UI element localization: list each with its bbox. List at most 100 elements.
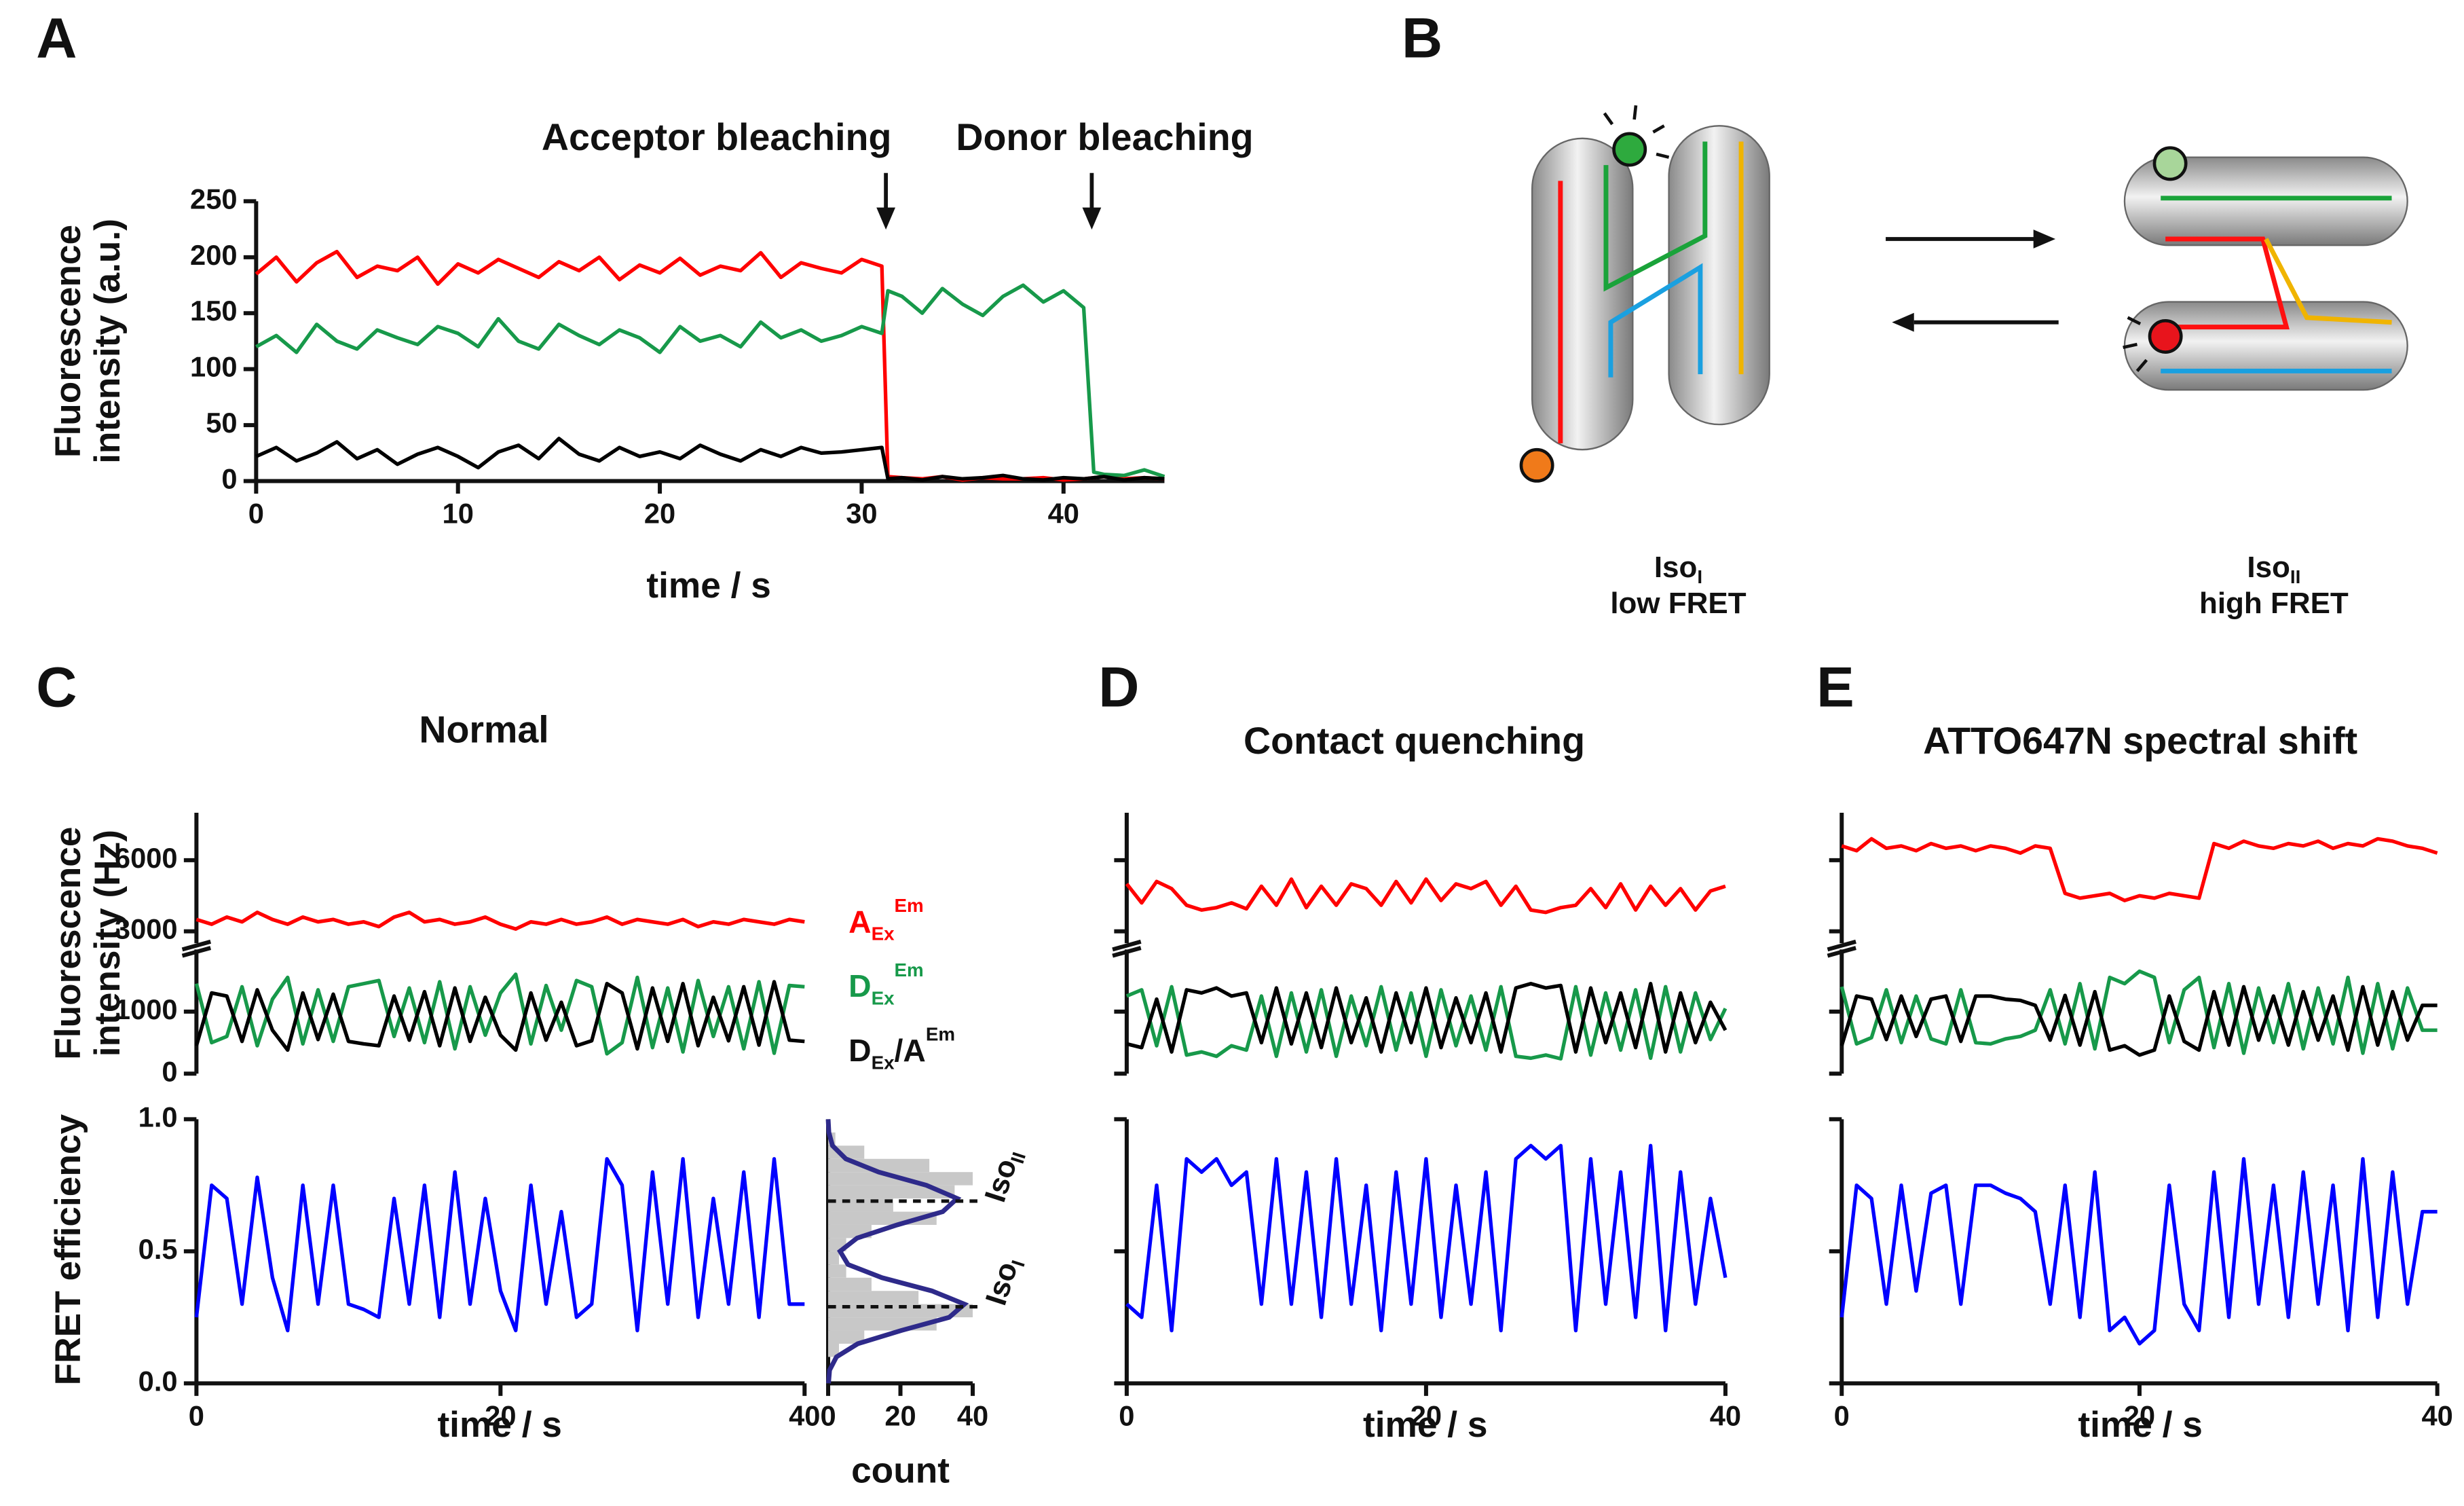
state-label: IsoI [1654,551,1702,588]
dye [2152,146,2188,181]
trace [1840,985,2438,1057]
helix [1531,137,1634,451]
x-tick-label: 0 [820,1399,836,1431]
panel-label: E [1816,656,1854,719]
chart: 3000 6000 Normal [115,709,805,958]
y-tick-label: 6000 [115,842,178,874]
trace [255,249,1165,482]
legend-sup: Em [895,959,924,980]
y-tick-label: 50 [206,407,237,439]
annotation-arrow-head [1082,207,1102,230]
x-axis-label: time / s [646,566,770,606]
chart: 0 20 40 time / s [1114,1117,1741,1445]
histogram-bar [828,1330,865,1344]
chart-title: ATTO647N spectral shift [1923,720,2357,762]
helix [1668,125,1770,426]
x-tick-label: 30 [846,497,877,529]
legend-sub: Ex [872,988,895,1009]
y-tick-label: 100 [190,351,238,383]
trace [1840,1157,2438,1346]
x-axis-label: time / s [2078,1405,2202,1445]
dye-rays [2123,316,2148,372]
x-tick-label: 0 [189,1399,204,1431]
legend-sup: Em [895,895,924,916]
y-axis-label: Fluorescence [48,827,88,1060]
chart: Contact quenching [1112,720,1726,958]
histogram-bar [828,1251,840,1265]
chart-title: Normal [419,709,548,751]
chart [1829,949,2438,1076]
legend-sub: Ex [872,1052,895,1073]
strand [2264,238,2392,325]
trace [1841,837,2438,902]
y-tick-label: 0 [162,1055,177,1087]
annotation: Acceptor bleaching [542,116,891,158]
x-tick-label: 20 [884,1399,916,1431]
state-sub: II [2290,566,2300,587]
y-tick-label: 250 [190,183,238,215]
trace [1125,985,1728,1061]
legend-label: D [848,1033,871,1068]
trace [194,972,805,1056]
annotation-arrow-head [876,207,895,230]
x-tick-label: 20 [644,497,675,529]
strand [1608,263,1703,378]
x-tick-label: 40 [1048,497,1079,529]
histogram-bar [828,1291,919,1304]
dye [1519,447,1554,483]
y-tick-label: 0.5 [138,1233,178,1265]
x-tick-label: 20 [1411,1399,1442,1431]
panel-label: C [36,656,77,719]
y-tick-label: 1.0 [138,1101,178,1133]
legend-entry: DExEm [848,959,924,1009]
x-tick-label: 40 [789,1399,820,1431]
histogram-bar [828,1343,840,1357]
x-tick-label: 40 [2421,1399,2452,1431]
axis-break [181,939,212,952]
trace [1125,1143,1728,1333]
x-tick-label: 10 [443,497,474,529]
state-label: IsoI [979,1253,1029,1310]
histogram-bar [828,1264,846,1278]
x-axis-label: count [851,1450,950,1490]
x-axis-label: time / s [1363,1405,1487,1445]
legend-label: /A [895,1033,926,1068]
x-tick-label: 0 [1119,1399,1134,1431]
trace [1125,877,1726,915]
legend-entry: DEx/AEm [848,1024,955,1073]
state-sub: I [1697,566,1702,587]
dye [2148,319,2183,354]
fit-curve [825,1119,969,1384]
chart: 0 20 40 time / s [1829,1117,2453,1445]
trace [1840,969,2438,1055]
axis-break [1827,939,1856,952]
legend-entry: AExEm [848,895,924,944]
legend-sub: Ex [872,923,895,944]
strand [2165,236,2290,330]
trace [255,283,1165,479]
x-tick-label: 20 [2124,1399,2155,1431]
trace [194,980,805,1052]
x-tick-label: 40 [957,1399,988,1431]
state-name: Iso [1654,551,1698,584]
trace [194,1157,805,1333]
y-axis-label: FRET efficiency [48,1114,88,1385]
state-caption: low FRET [1610,587,1746,620]
trace [255,437,1165,482]
y-tick-label: 3000 [115,913,178,945]
dye-rays [1603,105,1670,159]
y-tick-label: 1000 [115,993,178,1025]
chart: ATTO647N spectral shift [1827,720,2438,958]
annotation: Donor bleaching [956,116,1253,158]
trace [1126,982,1728,1054]
y-tick-label: 200 [190,239,238,271]
histogram-bar [828,1277,872,1291]
x-axis-label: time / s [437,1405,561,1445]
panel-label: A [36,7,77,70]
y-axis-label: Fluorescence [48,225,88,458]
chart: 0 50 100 150 200 250 0 10 20 30 40 time / s Fluoresc… [48,116,1253,606]
y-axis-label: intensity (Hz) [88,830,128,1057]
